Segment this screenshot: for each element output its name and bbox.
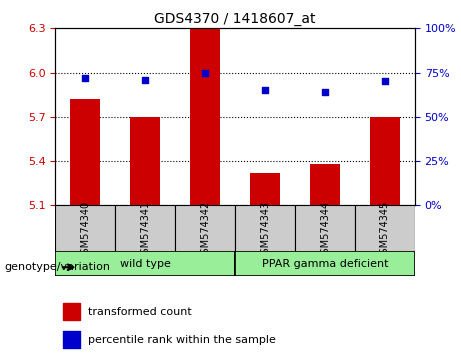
Text: GSM574345: GSM574345 <box>380 200 390 260</box>
Text: GSM574342: GSM574342 <box>200 200 210 260</box>
Bar <box>310 164 340 205</box>
Point <box>82 75 89 81</box>
Text: transformed count: transformed count <box>88 307 191 316</box>
Text: GSM574344: GSM574344 <box>320 200 330 260</box>
Point <box>261 87 269 93</box>
FancyBboxPatch shape <box>235 251 415 276</box>
Bar <box>370 117 400 205</box>
Text: percentile rank within the sample: percentile rank within the sample <box>88 335 276 345</box>
Text: GSM574343: GSM574343 <box>260 200 270 260</box>
FancyBboxPatch shape <box>55 251 235 276</box>
FancyBboxPatch shape <box>115 205 175 255</box>
FancyBboxPatch shape <box>175 205 235 255</box>
Title: GDS4370 / 1418607_at: GDS4370 / 1418607_at <box>154 12 316 26</box>
Bar <box>70 99 100 205</box>
Bar <box>190 28 220 205</box>
FancyBboxPatch shape <box>55 205 115 255</box>
Point <box>201 70 209 75</box>
Text: genotype/variation: genotype/variation <box>5 262 111 272</box>
Bar <box>130 117 160 205</box>
Point <box>142 77 149 82</box>
Point <box>321 89 329 95</box>
Bar <box>250 173 280 205</box>
FancyBboxPatch shape <box>235 205 295 255</box>
Point <box>381 79 389 84</box>
Bar <box>64 303 80 320</box>
Text: wild type: wild type <box>120 259 171 269</box>
Text: GSM574340: GSM574340 <box>80 200 90 260</box>
Text: GSM574341: GSM574341 <box>140 200 150 260</box>
Text: PPAR gamma deficient: PPAR gamma deficient <box>262 259 388 269</box>
Bar <box>64 331 80 348</box>
FancyBboxPatch shape <box>295 205 355 255</box>
FancyBboxPatch shape <box>355 205 415 255</box>
